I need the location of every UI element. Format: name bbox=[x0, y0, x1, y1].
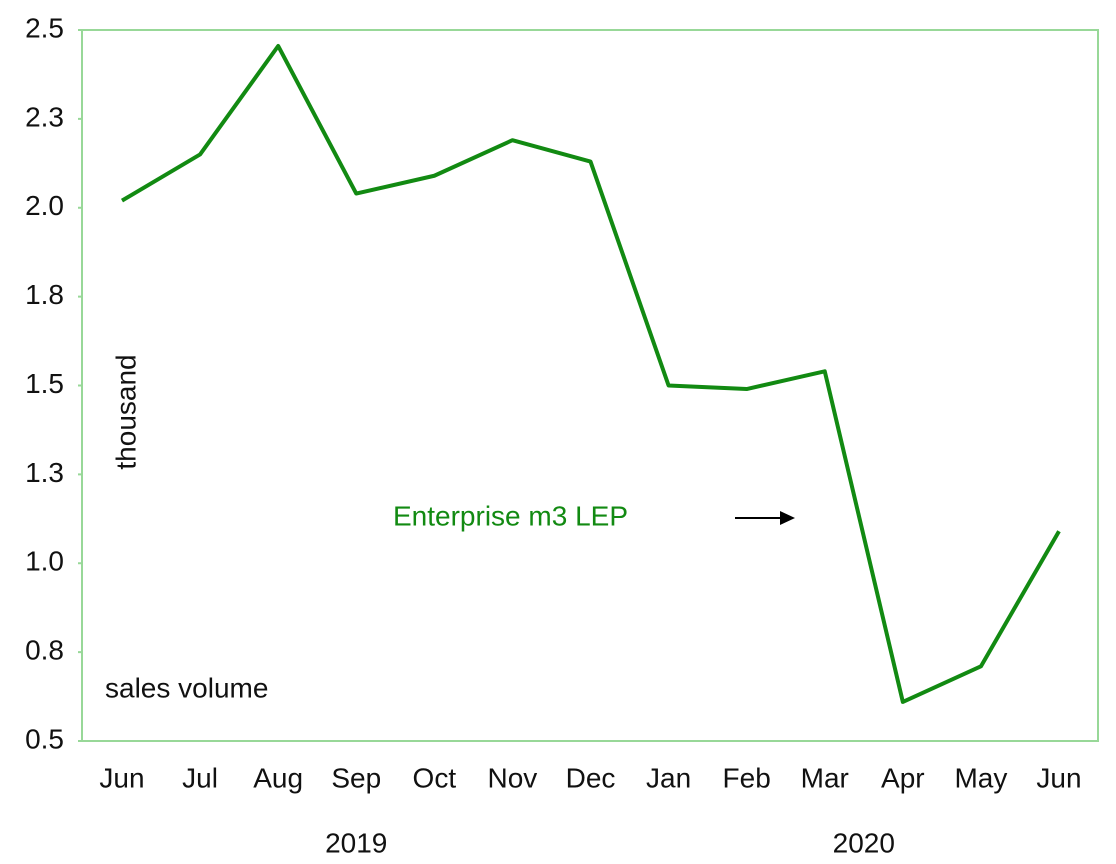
x-group-label: 2019 bbox=[325, 827, 387, 858]
x-tick-label: Apr bbox=[881, 762, 925, 793]
x-tick-label: Jun bbox=[1036, 762, 1081, 793]
y-tick-label: 1.3 bbox=[25, 457, 64, 488]
x-tick-label: Feb bbox=[723, 762, 771, 793]
x-group-label: 2020 bbox=[833, 827, 895, 858]
x-tick-label: May bbox=[954, 762, 1007, 793]
plot-border bbox=[81, 29, 1099, 742]
y-tick-label: 1.0 bbox=[25, 546, 64, 577]
y-tick-label: 0.5 bbox=[25, 723, 64, 754]
y-tick-label: 1.8 bbox=[25, 279, 64, 310]
x-tick-label: Oct bbox=[413, 762, 457, 793]
y-tick-label: 1.5 bbox=[25, 368, 64, 399]
y-label: sales volume bbox=[105, 672, 268, 703]
x-tick-label: Nov bbox=[488, 762, 538, 793]
x-tick-label: Jan bbox=[646, 762, 691, 793]
series-label: Enterprise m3 LEP bbox=[393, 500, 628, 531]
y-tick-label: 2.3 bbox=[25, 101, 64, 132]
x-tick-label: Sep bbox=[331, 762, 381, 793]
line bbox=[120, 43, 1061, 704]
arrow bbox=[735, 511, 795, 525]
x-tick-label: Aug bbox=[253, 762, 303, 793]
y-unit: thousand bbox=[110, 354, 141, 469]
x-tick-label: Dec bbox=[566, 762, 616, 793]
y-tick-label: 0.8 bbox=[25, 635, 64, 666]
y-tick-label: 2.5 bbox=[25, 12, 64, 43]
x-tick-label: Mar bbox=[801, 762, 849, 793]
x-tick-label: Jun bbox=[99, 762, 144, 793]
y-tick-label: 2.0 bbox=[25, 190, 64, 221]
x-tick-label: Jul bbox=[182, 762, 218, 793]
